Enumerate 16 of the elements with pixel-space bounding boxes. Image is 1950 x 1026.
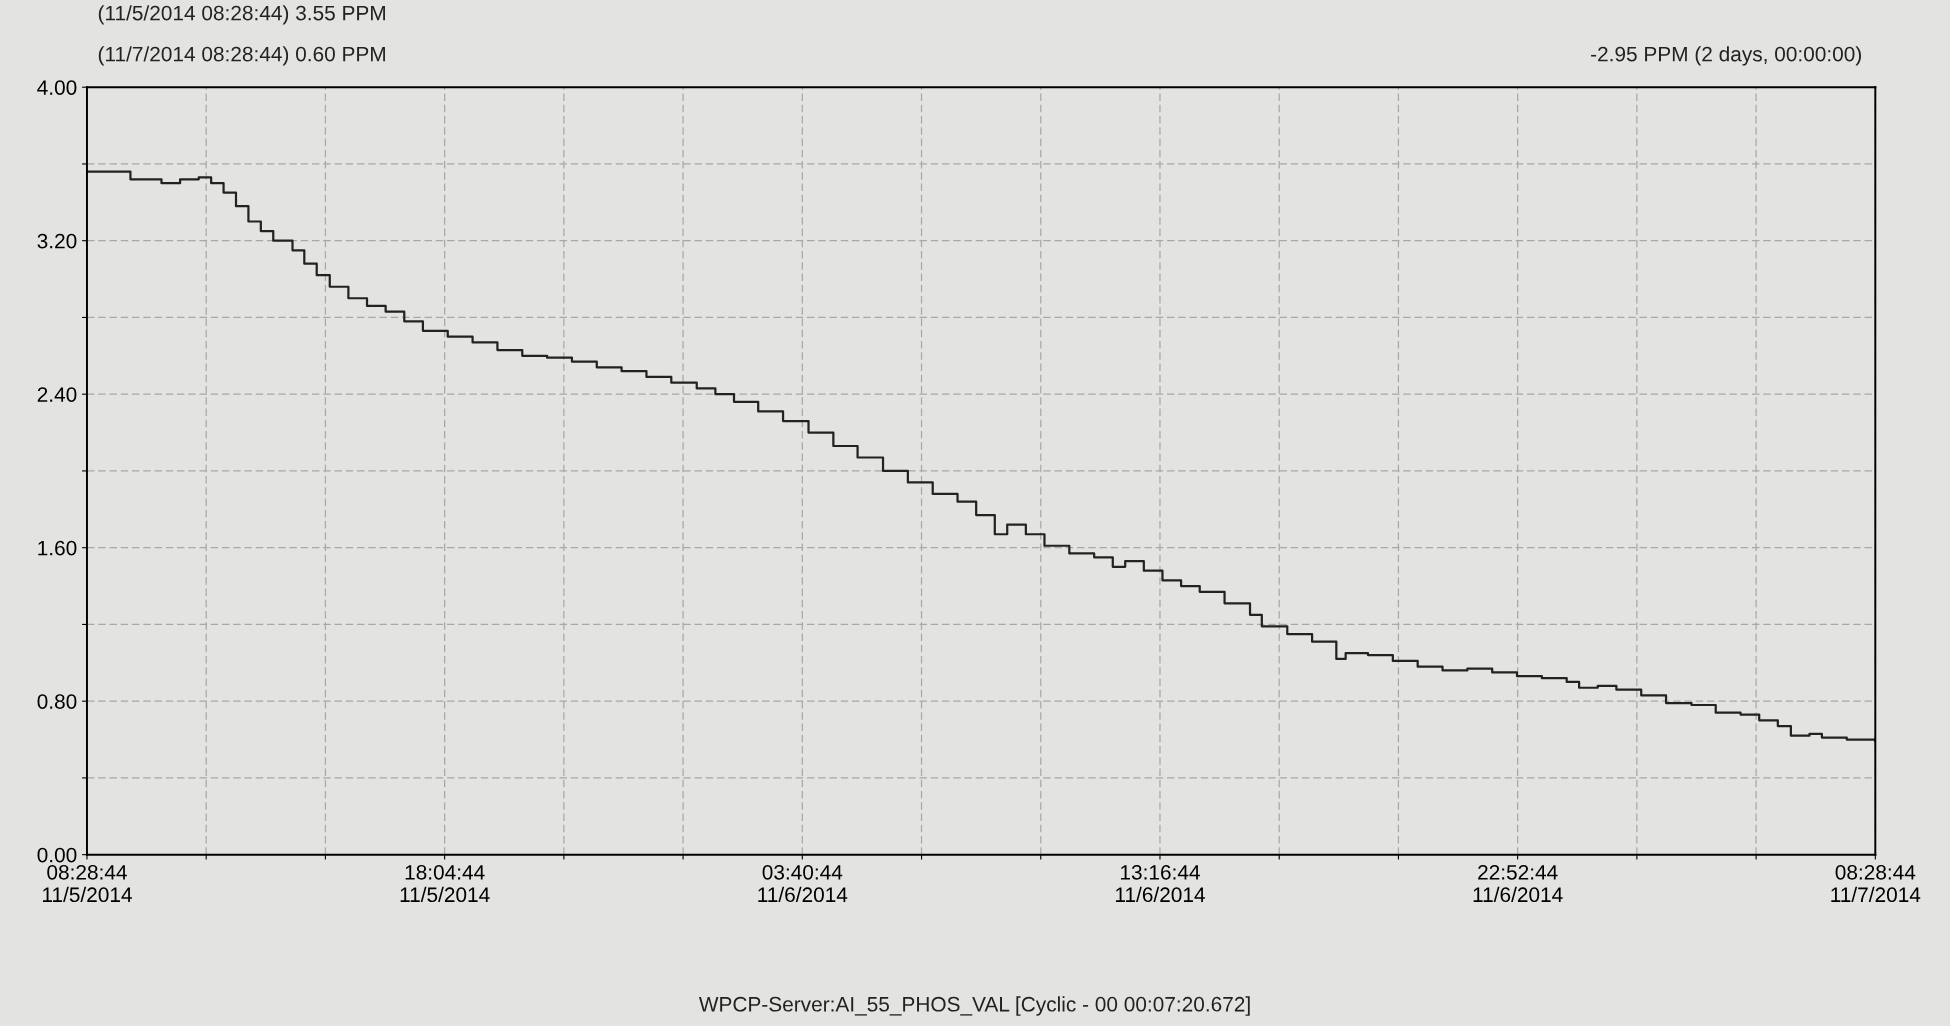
text: -2.95 PPM (2 days, 00:00:00)	[1591, 46, 1861, 66]
text: WPCP-Server:AI_55_PHOS_VAL [Cyclic - 00 00:07:20.672]	[698, 996, 1250, 1016]
x-tick-label: 22:52:44 11/6/2014	[1473, 864, 1563, 903]
x-tick-label: 03:40:44 11/6/2014	[758, 864, 848, 903]
y-tick-label: 1.60	[38, 540, 77, 556]
x-tick-label: 08:28:44 11/5/2014	[42, 864, 132, 903]
text: (11/7/2014 08:28:44) 0.60 PPM	[98, 46, 385, 66]
x-tick-label: 08:28:44 11/7/2014	[1831, 864, 1921, 903]
y-tick-label: 3.20	[37, 233, 77, 249]
y-tick-label: 2.40	[37, 387, 77, 402]
y-tick-label: 0.00	[37, 847, 77, 863]
y-tick-label: 0.80	[37, 694, 77, 709]
x-tick-label: 13:16:44 11/6/2014	[1116, 864, 1205, 903]
y-tick-label: 4.00	[37, 80, 77, 95]
text: (11/5/2014 08:28:44) 3.55 PPM	[98, 5, 385, 25]
x-tick-label: 18:04:44 11/5/2014	[400, 864, 490, 903]
